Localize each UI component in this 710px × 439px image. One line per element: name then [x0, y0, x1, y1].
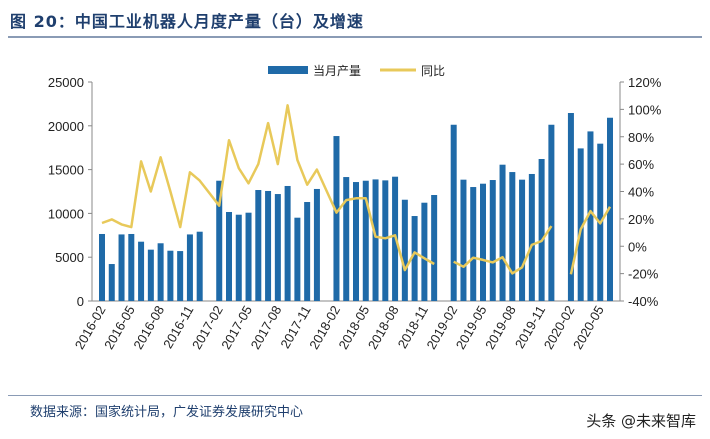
source-note: 数据来源：国家统计局，广发证券发展研究中心	[30, 405, 304, 420]
bar-2018-12	[431, 195, 438, 301]
bar-2017-11	[304, 202, 311, 301]
legend-bar-swatch	[268, 66, 308, 74]
bar-2016-06	[138, 241, 145, 301]
right-tick-label: 40%	[628, 185, 654, 200]
bar-2020-03	[577, 148, 584, 301]
bar-2017-02	[216, 180, 223, 301]
bar-2019-07	[499, 164, 506, 301]
bar-2017-05	[245, 212, 252, 301]
bar-2017-04	[235, 214, 242, 301]
bar-2016-10	[177, 251, 184, 301]
right-tick-label: 80%	[628, 130, 654, 145]
bar-2018-05	[362, 180, 369, 301]
bar-2019-11	[538, 159, 545, 301]
bar-2017-09	[284, 185, 291, 301]
right-tick-label: -20%	[628, 267, 659, 282]
bar-2016-09	[167, 250, 174, 301]
right-tick-label: 120%	[628, 75, 662, 90]
bar-2016-12	[196, 231, 203, 301]
left-tick-label: 0	[77, 294, 84, 309]
right-tick-label: -40%	[628, 294, 659, 309]
bar-2018-03	[343, 177, 350, 301]
left-tick-label: 10000	[48, 206, 84, 221]
bar-2018-02	[333, 136, 340, 301]
bar-2019-12	[548, 124, 555, 301]
bar-2018-04	[353, 182, 359, 301]
figure-title: 图 20：中国工业机器人月度产量（台）及增速	[10, 12, 364, 31]
bar-2019-05	[480, 183, 486, 301]
bar-2019-08	[509, 172, 516, 301]
right-tick-label: 60%	[628, 157, 654, 172]
title-divider	[8, 36, 702, 38]
right-tick-label: 0%	[628, 239, 647, 254]
left-tick-label: 15000	[48, 163, 84, 178]
bar-2019-09	[519, 179, 526, 301]
left-tick-label: 20000	[48, 119, 84, 134]
bar-2017-08	[274, 194, 281, 301]
bar-2016-11	[186, 234, 193, 301]
bar-2020-06	[607, 117, 613, 301]
bar-2016-08	[157, 243, 164, 301]
legend-bar-label: 当月产量	[313, 64, 361, 78]
bar-2016-07	[147, 249, 154, 301]
bar-2018-06	[372, 179, 379, 301]
right-tick-label: 100%	[628, 102, 662, 117]
bar-2018-07	[382, 180, 389, 301]
bar-2018-11	[421, 202, 428, 301]
left-tick-label: 25000	[48, 75, 84, 90]
bar-2017-03	[226, 211, 232, 301]
bar-2018-10	[411, 216, 418, 301]
bar-2020-02	[567, 113, 574, 301]
watermark: 头条 @未来智库	[586, 412, 696, 430]
legend-line-label: 同比	[421, 64, 445, 78]
bar-2019-03	[460, 179, 467, 301]
bar-2018-09	[401, 199, 408, 301]
bar-2019-04	[470, 187, 477, 301]
bar-2017-12	[313, 188, 320, 301]
right-tick-label: 20%	[628, 212, 654, 227]
bar-2017-10	[294, 217, 301, 301]
bar-2016-03	[108, 264, 115, 301]
bar-2019-06	[489, 180, 496, 301]
footer-divider	[8, 395, 702, 396]
bar-2017-06	[255, 190, 262, 301]
bar-2020-04	[587, 131, 594, 301]
bar-2019-02	[450, 124, 457, 301]
left-tick-label: 5000	[55, 250, 84, 265]
bar-2016-04	[118, 234, 125, 301]
bar-2019-10	[528, 173, 535, 301]
bar-2016-05	[128, 233, 135, 301]
bar-2017-07	[265, 190, 272, 301]
bar-2016-02	[99, 233, 105, 301]
